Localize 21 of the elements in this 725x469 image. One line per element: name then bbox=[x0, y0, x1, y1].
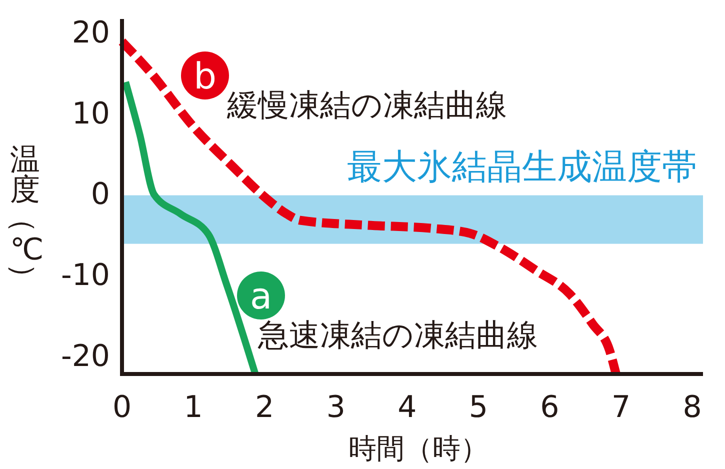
x-tick-label: 0 bbox=[112, 390, 132, 425]
y-tick-label: 20 bbox=[72, 15, 110, 50]
y-tick-label: 10 bbox=[72, 96, 110, 132]
x-axis-title: 時間（時） bbox=[348, 432, 488, 465]
x-tick-label: 2 bbox=[255, 390, 274, 425]
annotation: a bbox=[250, 276, 272, 318]
x-tick-label: 5 bbox=[468, 390, 488, 425]
legend-label: 急速凍結の凍結曲線 bbox=[257, 318, 538, 354]
x-tick-label: 4 bbox=[398, 390, 417, 425]
y-axis-title: 温度（℃） bbox=[6, 142, 44, 293]
x-tick-label: 7 bbox=[611, 390, 631, 425]
band-label: 最大氷結晶生成温度帯 bbox=[347, 147, 697, 188]
annotation: b bbox=[194, 56, 216, 98]
x-tick-label: 1 bbox=[184, 390, 203, 425]
y-tick-label: -10 bbox=[61, 258, 110, 294]
x-tick-label: 3 bbox=[326, 390, 346, 425]
y-tick-label: 0 bbox=[90, 177, 110, 212]
legend-label: 緩慢凍結の凍結曲線 bbox=[226, 88, 507, 124]
x-tick-label: 6 bbox=[540, 390, 560, 425]
x-tick-label: 8 bbox=[682, 390, 702, 425]
y-tick-label: -20 bbox=[61, 338, 110, 374]
